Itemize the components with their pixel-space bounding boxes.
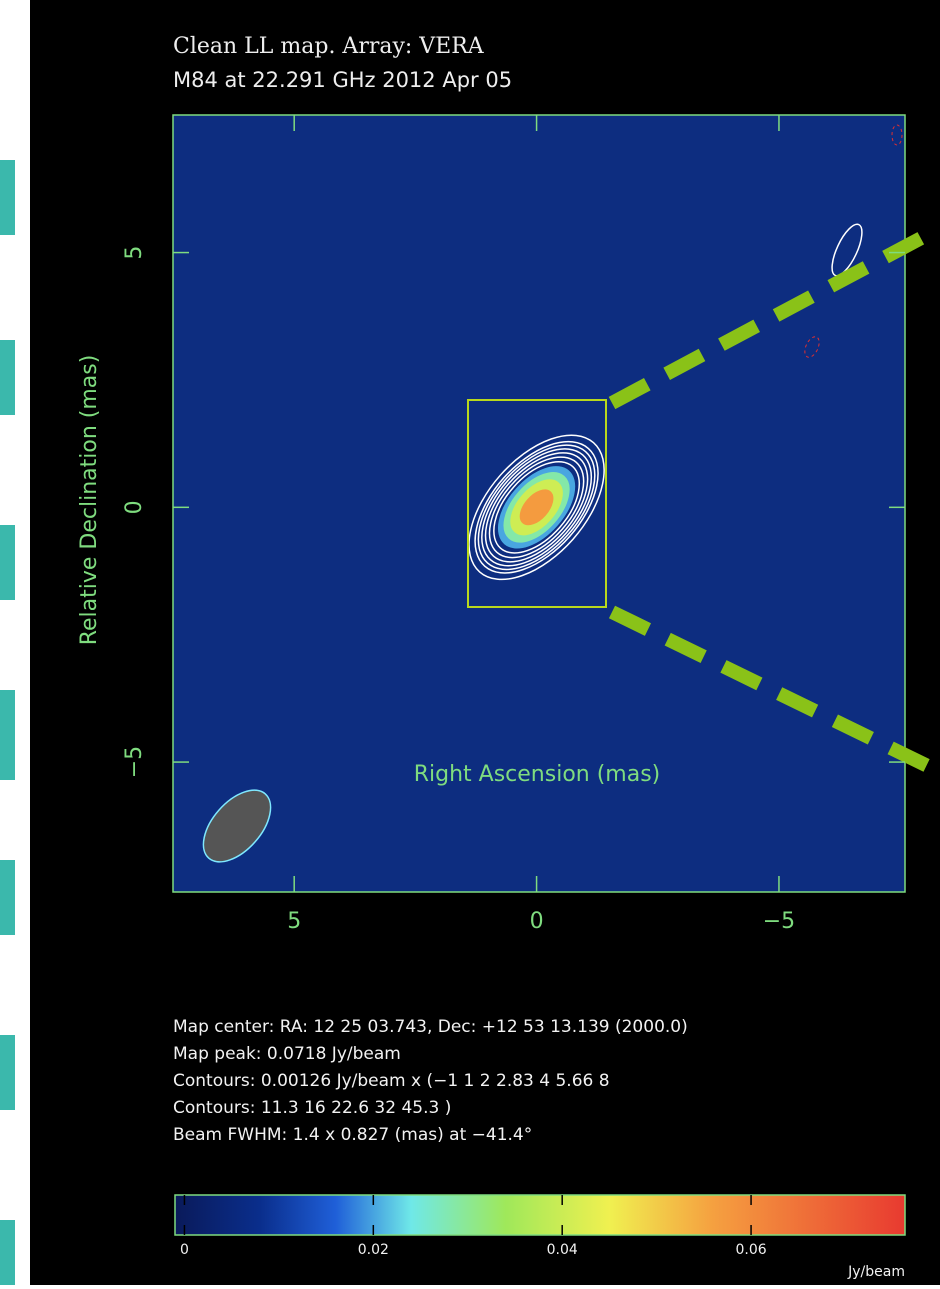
x-tick-label: −5 (763, 909, 795, 934)
colorbar-tick-label: 0.06 (735, 1242, 766, 1258)
note-line: Contours: 0.00126 Jy/beam x (−1 1 2 2.83… (173, 1071, 610, 1091)
x-tick-label: 0 (530, 909, 544, 934)
y-tick-label: −5 (122, 746, 147, 778)
page: {"chart_data": { "type": "contour", "tit… (0, 0, 940, 1285)
y-tick-label: 5 (122, 246, 147, 260)
chart: Clean LL map. Array: VERA M84 at 22.291 … (0, 0, 940, 1285)
note-line: Map peak: 0.0718 Jy/beam (173, 1044, 401, 1064)
x-axis-label: Right Ascension (mas) (414, 762, 661, 787)
chart-title: Clean LL map. Array: VERA (173, 34, 485, 59)
note-line: Contours: 11.3 16 22.6 32 45.3 ) (173, 1098, 451, 1118)
side-tabs (0, 160, 15, 1285)
x-tick-label: 5 (287, 909, 301, 934)
colorbar-gradient (175, 1195, 905, 1235)
note-line: Beam FWHM: 1.4 x 0.827 (mas) at −41.4° (173, 1125, 532, 1145)
chart-subtitle: M84 at 22.291 GHz 2012 Apr 05 (173, 68, 512, 92)
colorbar-label: Jy/beam (847, 1264, 905, 1280)
y-tick-label: 0 (122, 500, 147, 514)
note-line: Map center: RA: 12 25 03.743, Dec: +12 5… (173, 1017, 688, 1037)
y-axis-label: Relative Declination (mas) (77, 355, 102, 646)
colorbar-tick-label: 0.04 (547, 1242, 578, 1258)
colorbar-tick-label: 0.02 (358, 1242, 389, 1258)
colorbar-tick-label: 0 (180, 1242, 189, 1258)
